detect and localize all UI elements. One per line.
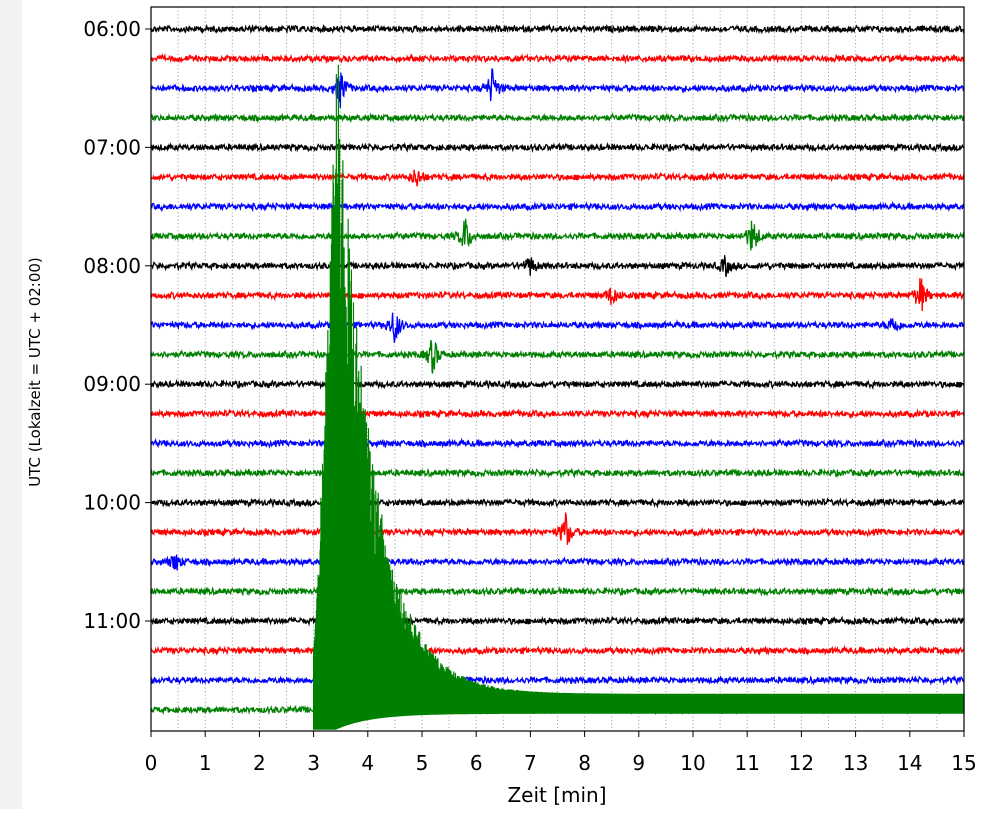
x-tick-label: 15	[951, 751, 976, 775]
x-tick-label: 7	[524, 751, 537, 775]
x-tick-label: 4	[361, 751, 374, 775]
trace-line	[150, 497, 965, 509]
earthquake-signal	[313, 64, 965, 730]
y-tick-layer: 06:00 07:00 08:00 09:00 10:00 11:00	[83, 17, 151, 633]
y-tick-label: 10:00	[83, 491, 141, 515]
trace-line	[150, 407, 965, 420]
x-tick-label: 11	[734, 751, 759, 775]
x-tick-label: 3	[307, 751, 320, 775]
trace-line	[150, 378, 965, 391]
trace-line	[150, 585, 965, 597]
x-axis-label: Zeit [min]	[507, 783, 606, 807]
trace-line	[150, 111, 965, 124]
y-tick-label: 06:00	[83, 17, 141, 41]
trace-line	[150, 141, 965, 153]
trace-layer	[150, 23, 965, 716]
x-tick-label: 2	[253, 751, 266, 775]
x-tick-label: 0	[145, 751, 158, 775]
x-tick-label: 13	[843, 751, 868, 775]
y-axis-label: UTC (Lokalzeit = UTC + 02:00)	[26, 257, 44, 487]
trace-line	[150, 615, 965, 627]
trace-line	[150, 68, 965, 109]
y-tick-label: 07:00	[83, 135, 141, 159]
earthquake-layer	[313, 64, 965, 730]
y-tick-label: 08:00	[83, 254, 141, 278]
y-tick-label: 09:00	[83, 372, 141, 396]
x-tick-label: 8	[578, 751, 591, 775]
trace-line	[150, 52, 965, 65]
trace-line	[150, 674, 965, 686]
trace-line	[150, 554, 965, 571]
y-tick-label: 11:00	[83, 609, 141, 633]
x-tick-layer: 0 1 2 3 4 5 6 7 8 9 10 11 12 13 14 15	[145, 731, 977, 775]
left-margin-strip	[0, 0, 22, 809]
x-tick-label: 14	[897, 751, 922, 775]
x-tick-label: 10	[680, 751, 705, 775]
trace-line	[150, 23, 965, 35]
trace-line	[150, 200, 965, 213]
x-tick-label: 6	[470, 751, 483, 775]
trace-line	[150, 467, 965, 479]
x-tick-label: 12	[789, 751, 814, 775]
trace-line	[150, 512, 965, 545]
trace-line	[150, 437, 965, 450]
x-tick-label: 9	[632, 751, 645, 775]
x-tick-label: 1	[199, 751, 212, 775]
trace-line	[150, 340, 965, 374]
trace-line	[150, 255, 965, 278]
trace-line	[150, 169, 965, 187]
trace-line	[150, 218, 965, 251]
x-tick-label: 5	[416, 751, 429, 775]
plot-border	[150, 6, 965, 732]
trace-line	[150, 278, 965, 312]
trace-line	[150, 312, 965, 343]
trace-line	[150, 644, 965, 657]
